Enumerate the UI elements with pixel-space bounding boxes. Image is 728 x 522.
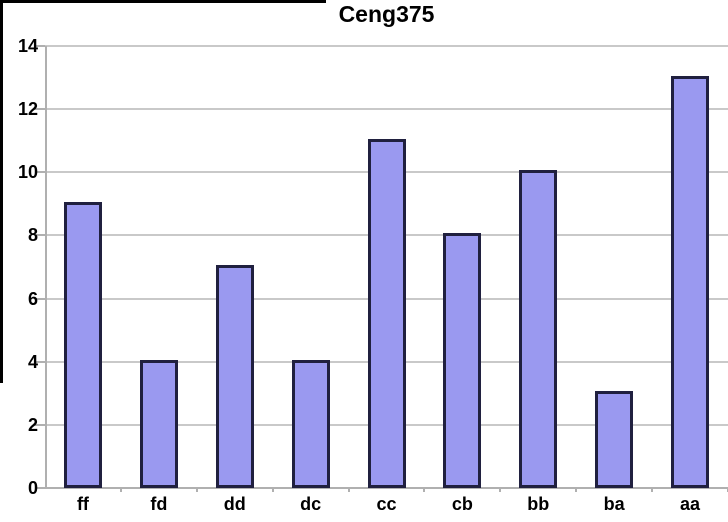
y-axis-label-0: 0 <box>27 478 38 498</box>
x-axis-tick-6 <box>499 487 501 492</box>
x-axis-label-cc: cc <box>376 494 397 514</box>
x-axis-line <box>45 487 728 489</box>
x-axis-label-dd: dd <box>223 494 246 514</box>
x-axis-label-aa: aa <box>680 494 701 514</box>
x-axis-tick-3 <box>272 487 274 492</box>
y-axis-tick-14 <box>35 45 45 47</box>
x-axis-labels: ff fd dd dc cc cb bb ba aa <box>45 492 728 516</box>
bar-fd <box>139 360 178 488</box>
y-axis-tick-12 <box>35 108 45 110</box>
chart-title: Ceng375 <box>338 1 435 27</box>
x-axis-tick-5 <box>423 487 425 492</box>
x-axis-label-cb: cb <box>451 494 473 514</box>
bar-ff <box>63 202 102 488</box>
y-axis-tick-6 <box>35 298 45 300</box>
bar-slot-ba <box>576 46 652 488</box>
bar-dc <box>291 360 330 488</box>
bar-series <box>45 46 728 488</box>
bar-ba <box>595 391 634 488</box>
window-border-left <box>0 0 3 383</box>
x-axis-label-ff: ff <box>76 494 89 514</box>
y-axis-label-2: 2 <box>27 415 38 435</box>
bar-slot-cc <box>349 46 425 488</box>
bar-slot-dd <box>197 46 273 488</box>
y-axis-tick-4 <box>35 361 45 363</box>
gridline-y-12 <box>45 108 728 110</box>
x-axis-label-dc: dc <box>300 494 322 514</box>
y-axis-label-12: 12 <box>17 99 38 119</box>
bar-slot-dc <box>273 46 349 488</box>
x-axis-label-fd: fd <box>150 494 168 514</box>
bar-aa <box>671 76 710 488</box>
y-axis-label-6: 6 <box>27 289 38 309</box>
gridline-y-14 <box>45 45 728 47</box>
x-axis-tick-8 <box>651 487 653 492</box>
bar-slot-ff <box>45 46 121 488</box>
y-axis-line <box>45 46 47 488</box>
x-axis-label-ba: ba <box>603 494 625 514</box>
bar-slot-fd <box>121 46 197 488</box>
window-border-top <box>0 0 326 3</box>
x-axis-tick-2 <box>196 487 198 492</box>
bar-dd <box>215 265 254 488</box>
y-axis-label-8: 8 <box>27 225 38 245</box>
bar-slot-cb <box>424 46 500 488</box>
bar-bb <box>519 170 558 488</box>
x-axis-tick-4 <box>348 487 350 492</box>
x-axis-tick-7 <box>575 487 577 492</box>
y-axis-label-14: 14 <box>17 36 38 56</box>
bar-cb <box>443 233 482 488</box>
x-axis-label-bb: bb <box>527 494 550 514</box>
y-axis-tick-8 <box>35 234 45 236</box>
y-axis-tick-0 <box>35 487 45 489</box>
y-axis-label-10: 10 <box>17 162 38 182</box>
bar-slot-bb <box>500 46 576 488</box>
y-axis-label-4: 4 <box>27 352 38 372</box>
y-axis-tick-2 <box>35 424 45 426</box>
bar-slot-aa <box>652 46 728 488</box>
x-axis-tick-1 <box>120 487 122 492</box>
bar-cc <box>367 139 406 488</box>
y-axis-tick-10 <box>35 171 45 173</box>
